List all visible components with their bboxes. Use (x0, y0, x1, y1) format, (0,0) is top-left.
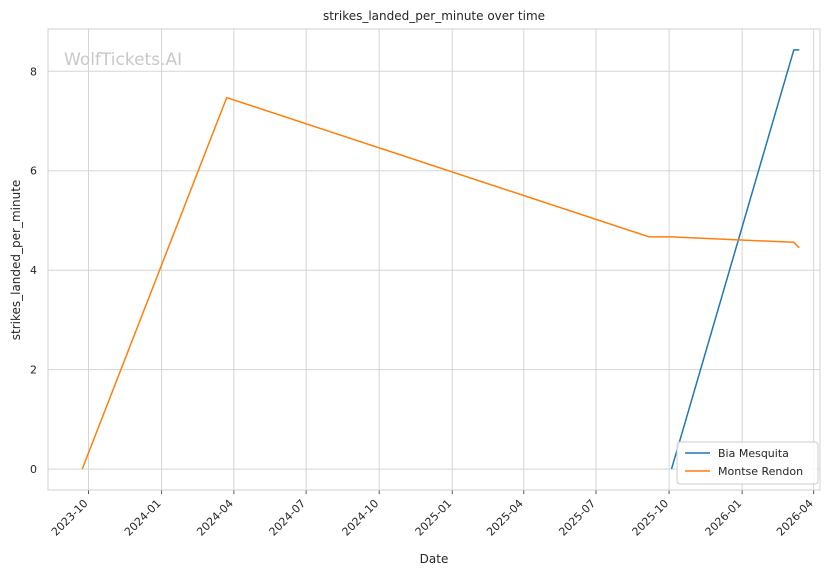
series-line-montse-rendon (81, 96, 800, 470)
legend-box (676, 441, 819, 485)
y-tick-label: 0 (30, 463, 37, 476)
legend-label-montse-rendon: Montse Rendon (718, 465, 803, 478)
chart-title: strikes_landed_per_minute over time (323, 9, 545, 23)
y-tick-label: 6 (30, 165, 37, 178)
series-line-bia-mesquita (670, 49, 800, 470)
y-tick-label: 4 (30, 264, 37, 277)
plot-frame (47, 28, 821, 491)
legend: Bia Mesquita Montse Rendon (676, 441, 819, 485)
series-layer (81, 49, 800, 470)
watermark: WolfTickets.AI (64, 50, 182, 70)
y-tick-label: 8 (30, 65, 37, 78)
grid (48, 29, 820, 494)
y-tick-label: 2 (30, 364, 37, 377)
x-axis-title: Date (420, 552, 449, 566)
legend-label-bia-mesquita: Bia Mesquita (718, 447, 789, 460)
y-axis-title: strikes_landed_per_minute (9, 180, 23, 341)
